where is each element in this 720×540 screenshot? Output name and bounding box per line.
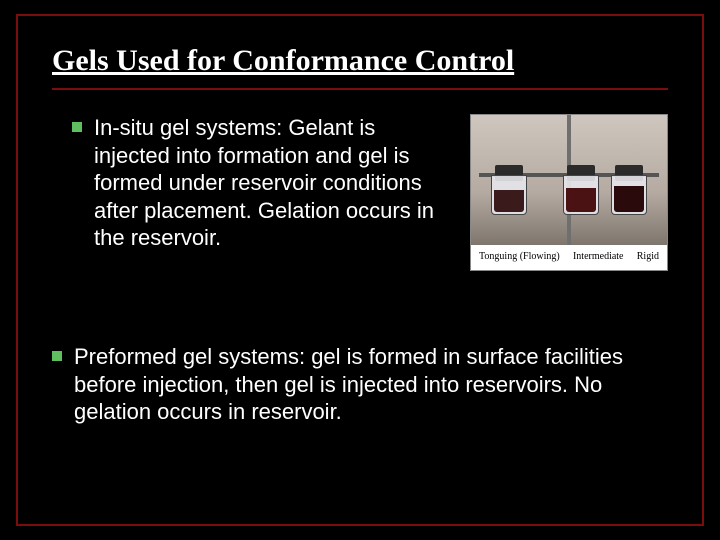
bullet-item-2: Preformed gel systems: gel is formed in … [52, 343, 668, 426]
bottom-row: Preformed gel systems: gel is formed in … [52, 343, 668, 426]
title-divider [52, 88, 668, 90]
figure-caption-row: Tonguing (Flowing) Intermediate Rigid [471, 245, 667, 270]
beaker-icon [563, 175, 599, 215]
beaker-icon [491, 175, 527, 215]
bullet-text-1: In-situ gel systems: Gelant is injected … [94, 114, 452, 252]
beaker-fill [566, 188, 596, 212]
figure-caption-right: Rigid [637, 251, 659, 262]
beaker-icon [611, 175, 647, 215]
bullet-marker-icon [72, 122, 82, 132]
figure-caption-left: Tonguing (Flowing) [479, 251, 560, 262]
figure-photo [471, 115, 667, 245]
bullet-item-1: In-situ gel systems: Gelant is injected … [72, 114, 452, 252]
bullet-marker-icon [52, 351, 62, 361]
top-row: In-situ gel systems: Gelant is injected … [52, 114, 668, 271]
beaker-fill [614, 186, 644, 212]
beaker-fill [494, 190, 524, 212]
figure-caption-mid: Intermediate [573, 251, 624, 262]
figure-panel: Tonguing (Flowing) Intermediate Rigid [470, 114, 668, 271]
slide-frame: Gels Used for Conformance Control In-sit… [16, 14, 704, 526]
slide-title: Gels Used for Conformance Control [52, 44, 668, 78]
bullet-text-2: Preformed gel systems: gel is formed in … [74, 343, 668, 426]
